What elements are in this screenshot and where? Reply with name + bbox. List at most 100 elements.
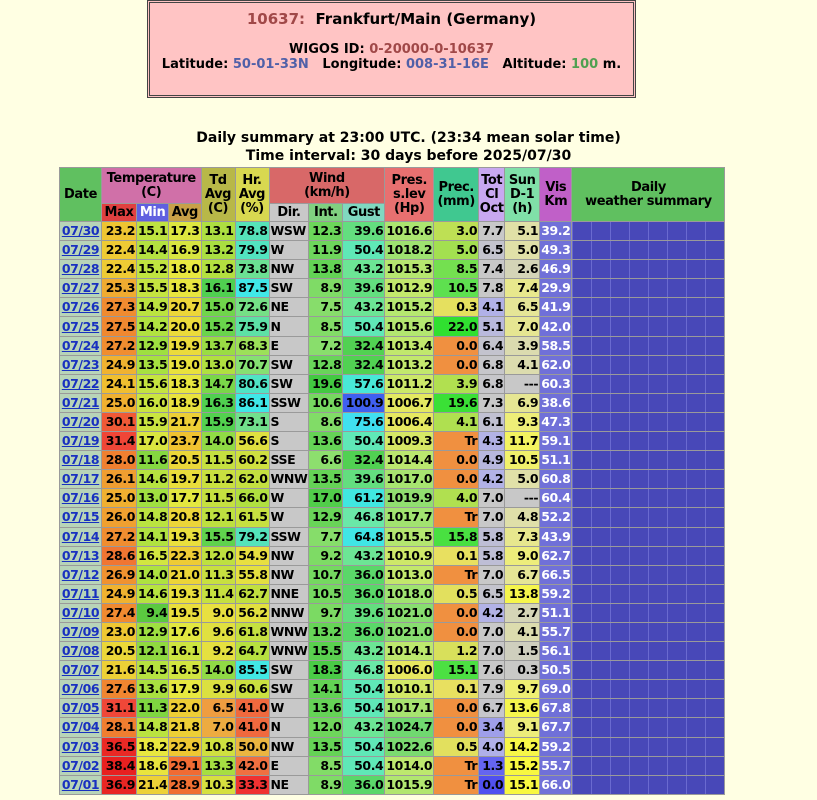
date-link[interactable]: 07/30 xyxy=(61,223,100,239)
date-link[interactable]: 07/01 xyxy=(61,776,100,792)
table-cell: 18.6 xyxy=(137,756,169,775)
date-link[interactable]: 07/21 xyxy=(61,394,100,410)
date-link[interactable]: 07/05 xyxy=(61,700,100,716)
table-cell: 15.1 xyxy=(505,775,540,794)
table-cell: 6.6 xyxy=(309,451,343,470)
table-cell: 62.0 xyxy=(540,355,572,374)
table-cell: SW xyxy=(269,355,309,374)
table-cell: NW xyxy=(269,565,309,584)
table-cell: N xyxy=(269,317,309,336)
table-cell: 39.6 xyxy=(343,603,385,622)
weather-icons xyxy=(572,775,725,794)
table-cell: 1013.0 xyxy=(385,565,434,584)
alt-unit: m. xyxy=(602,57,622,72)
date-link[interactable]: 07/26 xyxy=(61,299,100,315)
weather-icons xyxy=(572,622,725,642)
table-cell: 7.7 xyxy=(479,222,505,241)
date-link[interactable]: 07/10 xyxy=(61,604,100,620)
weather-icons xyxy=(572,584,725,603)
table-cell: 14.1 xyxy=(137,527,169,546)
table-cell: 41.0 xyxy=(235,699,269,718)
table-cell: 1022.6 xyxy=(385,737,434,756)
table-cell: 07/02 xyxy=(60,756,101,775)
table-cell: 14.7 xyxy=(201,374,235,393)
date-link[interactable]: 07/28 xyxy=(61,261,100,277)
date-link[interactable]: 07/29 xyxy=(61,242,100,258)
date-link[interactable]: 07/07 xyxy=(61,662,100,678)
table-cell: 7.7 xyxy=(309,527,343,546)
date-link[interactable]: 07/13 xyxy=(61,547,100,563)
date-link[interactable]: 07/25 xyxy=(61,318,100,334)
date-link[interactable]: 07/02 xyxy=(61,757,100,773)
date-link[interactable]: 07/03 xyxy=(61,738,100,754)
date-link[interactable]: 07/20 xyxy=(61,413,100,429)
weather-icons xyxy=(572,546,725,565)
date-link[interactable]: 07/08 xyxy=(61,643,100,659)
lon: 008-31-16E xyxy=(405,57,489,72)
table-cell: 22.4 xyxy=(102,260,136,279)
table-cell: 14.0 xyxy=(201,661,235,680)
table-cell: Tr xyxy=(434,775,479,794)
date-link[interactable]: 07/19 xyxy=(61,433,100,449)
weather-icons xyxy=(572,374,725,393)
date-link[interactable]: 07/24 xyxy=(61,337,100,353)
table-row: 07/01 36.9 21.4 28.9 10.3 33.3 NE 8.9 36.0 1015.9… xyxy=(60,775,725,794)
table-cell: 07/17 xyxy=(60,470,101,489)
table-cell: 9.0 xyxy=(505,546,540,565)
header-cell: Temperature (C) xyxy=(102,168,201,203)
table-cell: 6.8 xyxy=(479,374,505,393)
table-cell: 1015.6 xyxy=(385,317,434,336)
table-cell: 26.9 xyxy=(102,565,136,584)
table-cell: 20.5 xyxy=(102,642,136,661)
table-cell: 32.4 xyxy=(343,355,385,374)
table-cell: 7.5 xyxy=(309,298,343,317)
table-row: 07/14 27.2 14.1 19.3 15.5 79.2 SSW 7.7 64.8 1015.… xyxy=(60,527,725,546)
table-cell: 07/04 xyxy=(60,718,101,737)
table-cell: 39.6 xyxy=(343,279,385,298)
table-cell: 31.1 xyxy=(102,699,136,718)
table-cell: 50.5 xyxy=(540,661,572,680)
table-cell: 5.8 xyxy=(479,527,505,546)
table-cell: 15.2 xyxy=(505,756,540,775)
table-cell: 4.1 xyxy=(434,412,479,432)
date-link[interactable]: 07/09 xyxy=(61,624,100,640)
table-cell: SW xyxy=(269,661,309,680)
date-link[interactable]: 07/16 xyxy=(61,490,100,506)
table-cell: 29.1 xyxy=(169,756,201,775)
date-link[interactable]: 07/04 xyxy=(61,719,100,735)
table-cell: 4.9 xyxy=(479,451,505,470)
table-cell: 15.5 xyxy=(201,527,235,546)
table-cell: 13.2 xyxy=(201,241,235,260)
table-cell: 72.6 xyxy=(235,298,269,317)
table-cell: 5.8 xyxy=(479,546,505,565)
weather-icons xyxy=(572,508,725,527)
table-cell: 75.6 xyxy=(343,412,385,432)
date-link[interactable]: 07/06 xyxy=(61,681,100,697)
table-cell: 16.5 xyxy=(169,661,201,680)
table-row: 07/23 24.9 13.5 19.0 13.0 70.7 SW 12.8 32.4 1013.… xyxy=(60,355,725,374)
date-link[interactable]: 07/11 xyxy=(61,585,100,601)
table-cell: 42.0 xyxy=(540,317,572,336)
table-cell: 10.7 xyxy=(309,565,343,584)
date-link[interactable]: 07/23 xyxy=(61,356,100,372)
date-link[interactable]: 07/15 xyxy=(61,509,100,525)
table-cell: 7.0 xyxy=(479,642,505,661)
date-link[interactable]: 07/22 xyxy=(61,375,100,391)
header-cell: Max xyxy=(102,204,136,221)
date-link[interactable]: 07/12 xyxy=(61,566,100,582)
table-cell: 47.3 xyxy=(540,412,572,432)
table-cell: 5.0 xyxy=(505,470,540,489)
weather-icons xyxy=(572,565,725,584)
date-link[interactable]: 07/17 xyxy=(61,471,100,487)
date-link[interactable]: 07/18 xyxy=(61,452,100,468)
table-cell: 12.0 xyxy=(309,718,343,737)
header-cell: Min xyxy=(137,204,169,221)
table-cell: 10.5 xyxy=(505,451,540,470)
table-cell: 15.9 xyxy=(137,412,169,432)
table-cell: 46.8 xyxy=(343,661,385,680)
date-link[interactable]: 07/14 xyxy=(61,528,100,544)
table-cell: 50.4 xyxy=(343,737,385,756)
table-cell: Tr xyxy=(434,508,479,527)
table-cell: 61.8 xyxy=(235,622,269,642)
date-link[interactable]: 07/27 xyxy=(61,280,100,296)
